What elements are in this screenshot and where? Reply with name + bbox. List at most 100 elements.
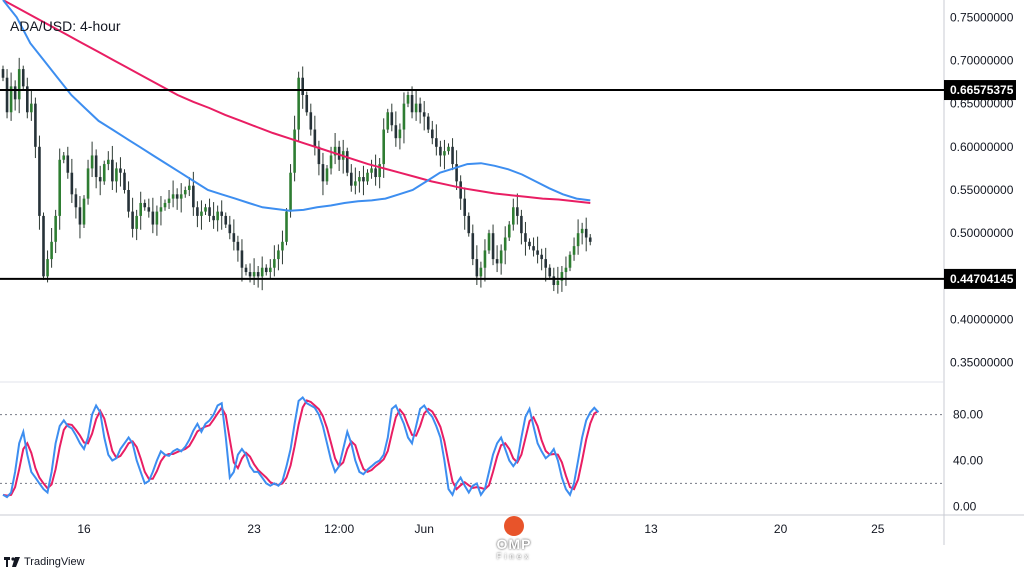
sma-slow-line [2,0,591,204]
candle-up [576,233,580,247]
stochastic-k-line [2,396,600,499]
candle-down [244,267,248,273]
candle-up [188,185,191,190]
candle-down [532,246,535,251]
chart-title: ADA/USD: 4-hour [10,18,121,34]
price-tick-label: 0.75000000 [950,10,1014,24]
level-price-label: 0.44704145 [950,272,1014,286]
candle-up [260,267,264,277]
candle-down [34,103,37,147]
candle-down [463,198,466,216]
candle-down [584,228,588,238]
candle-up [378,164,381,178]
candle-down [192,185,195,208]
candle-up [139,202,142,216]
candle-down [435,138,438,147]
candle-up [297,77,300,130]
candle-down [426,116,430,130]
candle-up [90,155,94,169]
candle-down [131,211,134,229]
candle-up [406,95,410,104]
candle-down [256,272,260,277]
candle-up [50,241,53,260]
candle-up [358,177,361,182]
candle-down [42,215,45,277]
candle-down [317,146,321,165]
price-tick-label: 0.55000000 [950,183,1014,197]
candle-up [179,194,183,199]
candle-down [362,177,365,182]
time-tick-label: 12:00 [324,522,354,536]
candle-up [354,181,357,186]
oscillator-pane [0,386,944,512]
candle-down [536,250,539,255]
candle-up [572,246,576,255]
candle-up [366,172,369,182]
candle-down [374,168,377,178]
price-tick-label: 0.35000000 [950,356,1014,370]
candle-down [236,241,240,251]
candle-up [82,198,86,225]
candle-down [548,267,552,277]
candle-down [70,172,74,195]
candle-down [495,259,499,264]
candle-up [200,211,203,216]
candle-down [552,276,556,285]
candle-down [475,259,479,277]
candle-up [382,129,385,165]
candle-down [439,146,442,156]
candle-down [196,207,199,216]
candle-down [127,190,130,212]
level-price-tag [944,80,1016,101]
candle-down [451,146,454,165]
candle-up [135,215,138,229]
candle-down [111,159,114,182]
candle-up [580,228,584,234]
candle-down [220,211,223,216]
level-price-label: 0.66575375 [950,83,1014,97]
candle-down [301,77,304,95]
candle-up [329,155,333,169]
candle-up [447,146,450,152]
candle-up [17,69,21,100]
candle-down [240,250,244,268]
candle-down [422,112,426,117]
tradingview-label: TradingView [24,556,85,568]
candle-down [455,164,458,182]
candle-up [564,267,568,273]
candle-down [175,194,179,199]
candle-down [248,272,252,277]
candle-up [556,280,560,285]
candle-up [285,211,288,242]
candle-up [62,155,66,160]
candle-down [390,112,394,126]
candle-up [102,164,106,182]
candle-up [171,194,175,199]
candle-up [402,103,406,130]
candle-down [321,164,325,182]
candle-up [252,272,256,277]
candle-up [159,207,163,212]
omp-brand-name: OMP [496,536,532,552]
candle-down [588,237,592,242]
candle-down [544,259,547,268]
omp-brand-sub: Finex [496,552,532,561]
time-tick-label: 23 [247,522,261,536]
candle-up [499,250,503,264]
omp-logo-icon [504,516,524,536]
price-tick-label: 0.60000000 [950,140,1014,154]
candle-up [115,168,118,182]
candle-down [147,207,151,212]
candle-down [224,215,228,225]
candle-down [394,125,398,139]
candle-down [228,224,232,234]
candle-up [46,259,49,277]
candle-up [479,267,483,277]
candle-up [269,267,272,273]
candle-down [74,194,78,208]
candle-up [512,207,515,225]
candle-down [264,267,268,273]
candle-down [5,77,9,113]
candle-up [183,190,187,195]
price-tick-label: 0.50000000 [950,226,1014,240]
